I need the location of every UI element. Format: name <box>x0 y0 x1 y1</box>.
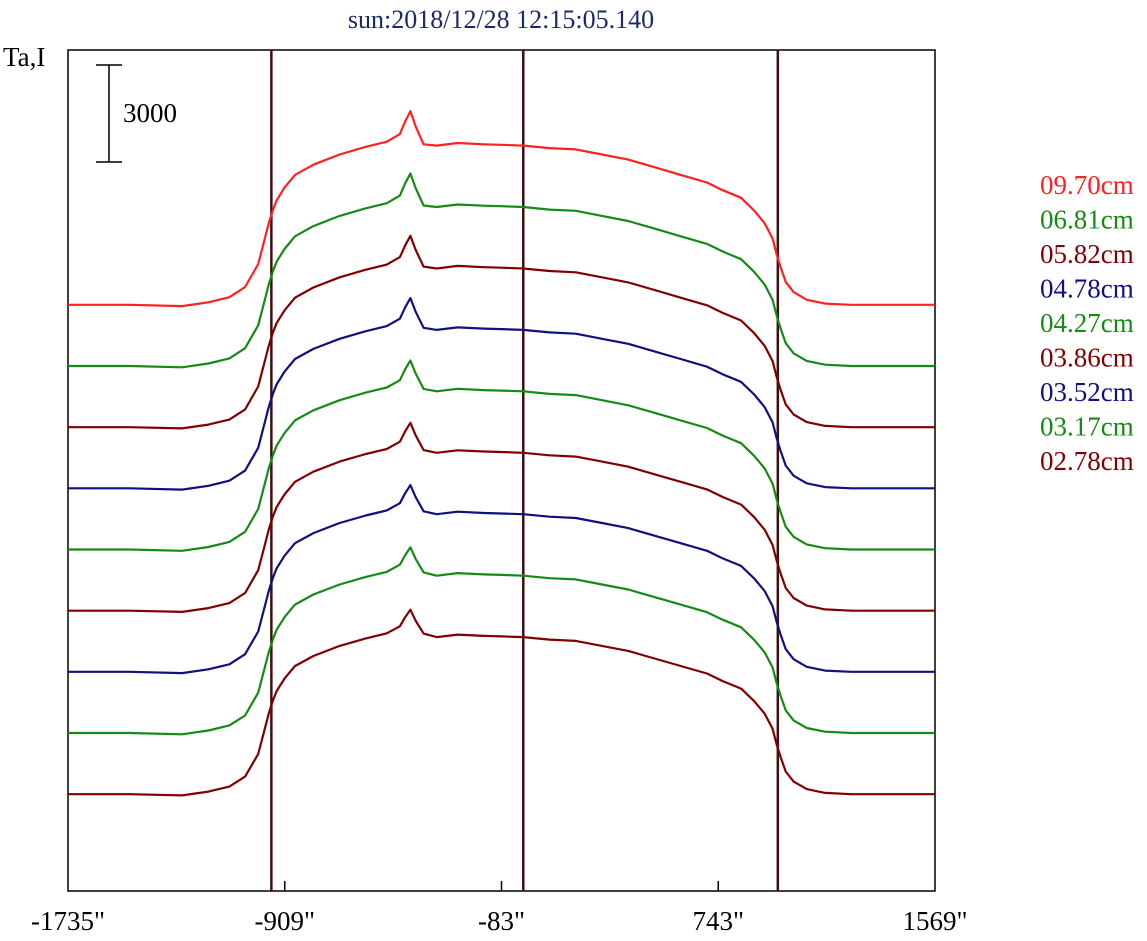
series-line-03.17cm <box>68 546 935 736</box>
legend-item-02.78cm: 02.78cm <box>1040 446 1134 476</box>
series-line-03.52cm <box>68 484 935 675</box>
legend-item-03.17cm: 03.17cm <box>1040 412 1134 442</box>
legend-item-03.52cm: 03.52cm <box>1040 377 1134 407</box>
x-tick-label-4: 1569" <box>902 906 967 936</box>
plot-frame <box>67 49 936 892</box>
series-line-02.78cm <box>68 608 935 797</box>
series-line-03.86cm <box>68 421 935 614</box>
x-axis-ticks: -1735" -909" -83" 743" 1569" <box>31 881 968 936</box>
scale-bar: 3000 <box>96 64 177 163</box>
traces <box>68 110 935 797</box>
series-line-04.78cm <box>68 297 935 491</box>
legend-item-06.81cm: 06.81cm <box>1040 205 1134 235</box>
series-line-06.81cm <box>68 172 935 369</box>
chart-title: sun:2018/12/28 12:15:05.140 <box>348 5 654 34</box>
legend-item-03.86cm: 03.86cm <box>1040 343 1134 373</box>
legend-item-04.27cm: 04.27cm <box>1040 308 1134 338</box>
vertical-markers <box>270 50 780 891</box>
series-line-05.82cm <box>68 234 935 430</box>
series-line-09.70cm <box>68 110 935 308</box>
legend-item-09.70cm: 09.70cm <box>1040 170 1134 200</box>
series-line-04.27cm <box>68 359 935 552</box>
y-axis-label: Ta,I <box>3 42 45 72</box>
legend: 09.70cm 06.81cm 05.82cm 04.78cm 04.27cm 03.86… <box>1040 170 1134 476</box>
legend-item-04.78cm: 04.78cm <box>1040 274 1134 304</box>
scale-bar-label: 3000 <box>123 98 177 128</box>
x-tick-label-1: -909" <box>254 906 315 936</box>
legend-item-05.82cm: 05.82cm <box>1040 239 1134 269</box>
x-tick-label-3: 743" <box>692 906 744 936</box>
x-tick-label-2: -83" <box>478 906 525 936</box>
x-tick-label-0: -1735" <box>31 906 105 936</box>
